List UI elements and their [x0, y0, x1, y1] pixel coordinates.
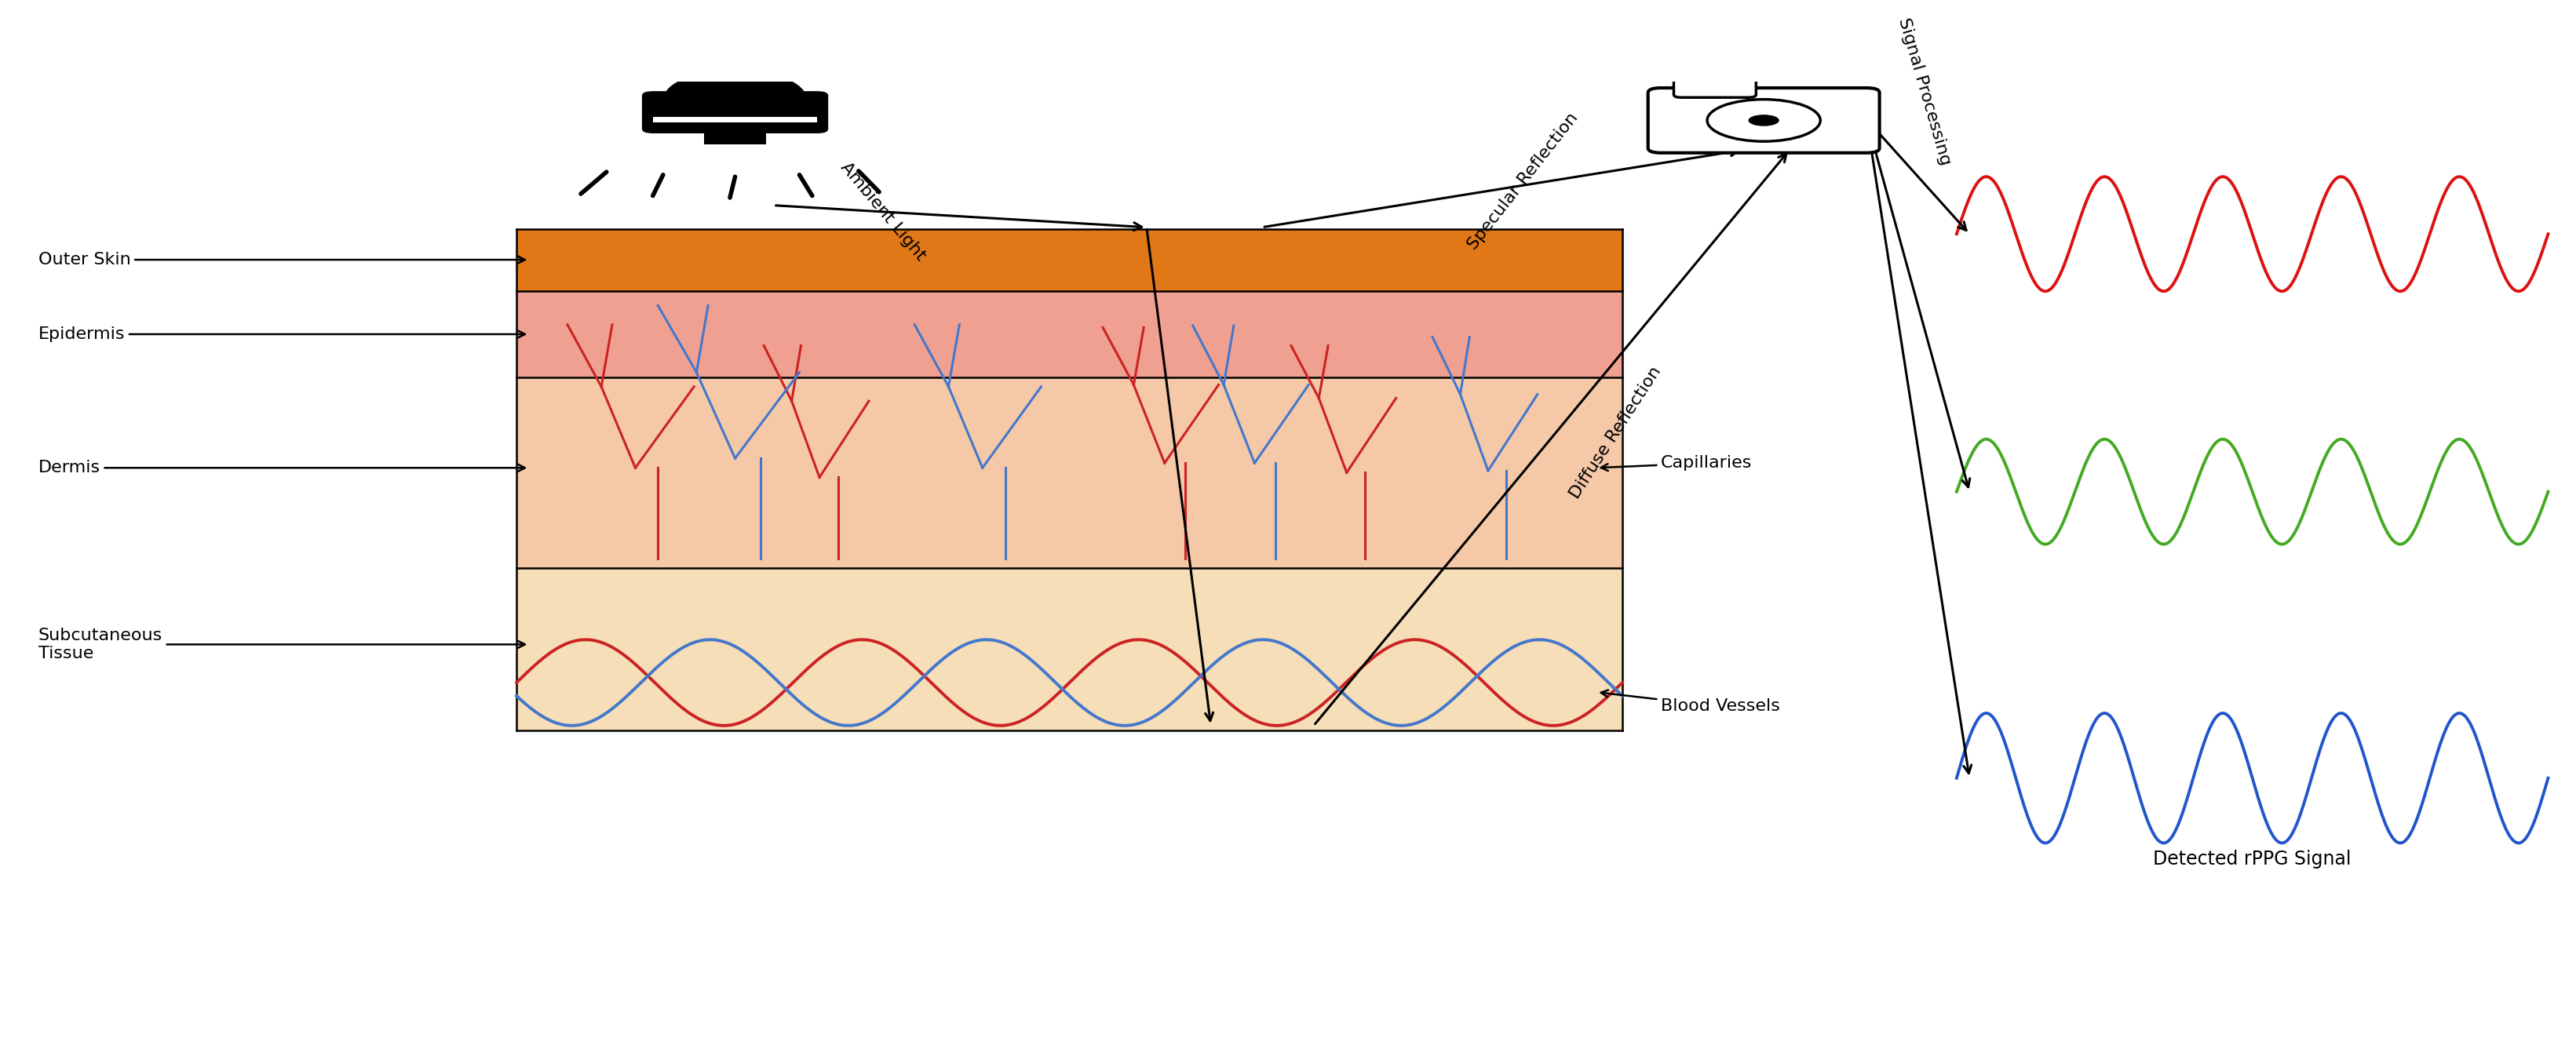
Text: Capillaries: Capillaries — [1600, 456, 1752, 471]
Bar — [703, 127, 765, 144]
FancyBboxPatch shape — [641, 91, 827, 133]
FancyBboxPatch shape — [1649, 88, 1880, 153]
Text: Detected rPPG Signal: Detected rPPG Signal — [2154, 850, 2352, 869]
FancyBboxPatch shape — [1674, 77, 1757, 98]
Text: Specular Reflection: Specular Reflection — [1466, 110, 1582, 252]
Ellipse shape — [665, 71, 806, 126]
Text: Signal Processing: Signal Processing — [1896, 17, 1953, 167]
Bar — [652, 116, 817, 122]
Bar — [518, 229, 1623, 292]
Circle shape — [1708, 100, 1821, 141]
Bar — [518, 568, 1623, 731]
Circle shape — [1749, 114, 1780, 126]
Bar — [518, 292, 1623, 377]
Text: Outer Skin: Outer Skin — [39, 252, 526, 268]
Text: Ambient Light: Ambient Light — [837, 160, 927, 264]
Text: Epidermis: Epidermis — [39, 326, 526, 343]
Text: Blood Vessels: Blood Vessels — [1600, 690, 1780, 714]
Text: Dermis: Dermis — [39, 460, 526, 475]
Bar — [518, 377, 1623, 568]
Text: Subcutaneous
Tissue: Subcutaneous Tissue — [39, 628, 526, 661]
Text: Diffuse Reflection: Diffuse Reflection — [1566, 364, 1664, 502]
